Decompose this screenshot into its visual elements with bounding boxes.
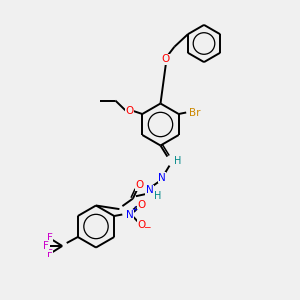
Text: +: + <box>131 205 138 214</box>
Text: O: O <box>137 200 145 210</box>
Text: F: F <box>47 249 52 260</box>
Text: N: N <box>126 209 134 220</box>
Text: N: N <box>146 185 153 195</box>
Text: F: F <box>47 232 52 243</box>
Text: N: N <box>158 172 166 183</box>
Text: O: O <box>126 106 134 116</box>
Text: O: O <box>162 54 170 64</box>
Text: H: H <box>154 190 161 201</box>
Text: −: − <box>143 222 150 231</box>
Text: O: O <box>135 180 144 190</box>
Text: H: H <box>174 156 181 167</box>
Text: O: O <box>137 220 145 230</box>
Text: F: F <box>43 241 49 251</box>
Text: Br: Br <box>189 107 201 118</box>
